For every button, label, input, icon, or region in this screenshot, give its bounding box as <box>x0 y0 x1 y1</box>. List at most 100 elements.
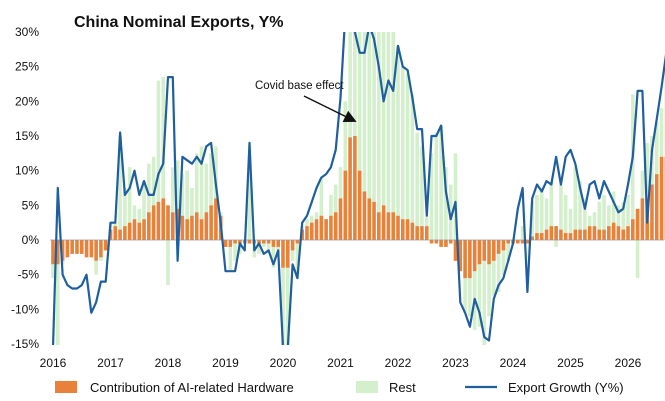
x-axis: 2016 2017 2018 2019 2020 2021 2022 2023 2024 2025… <box>40 356 642 370</box>
ai-hardware-bar <box>118 229 122 240</box>
rest-bar <box>156 80 161 202</box>
ai-hardware-bar <box>492 240 496 261</box>
x-tick-label: 2017 <box>97 356 124 370</box>
ai-hardware-bar <box>305 226 309 240</box>
legend: Contribution of AI-related Hardware Rest… <box>55 380 624 395</box>
rest-bar <box>113 222 118 227</box>
ai-hardware-bar <box>84 240 89 258</box>
ai-hardware-bar <box>515 240 520 244</box>
ai-hardware-bar <box>650 184 654 240</box>
rest-bar <box>616 205 621 227</box>
rest-bar <box>170 167 175 213</box>
ai-hardware-bar <box>535 233 539 240</box>
rest-bar <box>391 32 396 213</box>
rest-bar <box>535 194 539 234</box>
ai-hardware-bar <box>578 229 582 240</box>
ai-hardware-bar <box>60 240 65 261</box>
ai-hardware-bar <box>290 240 295 251</box>
ai-hardware-bar <box>194 212 199 240</box>
y-tick-label: 5% <box>22 198 40 212</box>
ai-hardware-bar <box>640 198 645 240</box>
ai-hardware-bar <box>233 240 237 244</box>
ai-hardware-bar <box>607 226 611 240</box>
ai-hardware-bar <box>324 219 328 240</box>
ai-hardware-bar <box>151 205 156 240</box>
ai-hardware-bar <box>333 212 338 240</box>
ai-hardware-bar <box>468 240 472 279</box>
ai-hardware-bar <box>616 226 621 240</box>
y-axis: 30% 25% 20% 15% 10% 5% 0% -5% -10% -15% <box>11 25 39 351</box>
ai-hardware-bar <box>55 240 60 265</box>
rest-bar <box>214 146 218 199</box>
x-tick-label: 2020 <box>270 356 297 370</box>
rest-bar <box>482 260 487 345</box>
rest-bar <box>228 246 233 272</box>
ai-hardware-bar <box>214 198 218 240</box>
rest-bar <box>123 188 127 227</box>
rest-bar <box>611 191 616 223</box>
ai-hardware-bar <box>525 240 530 244</box>
rest-bar <box>147 163 151 213</box>
rest-bar <box>209 153 213 206</box>
x-tick-label: 2019 <box>212 356 239 370</box>
rest-bar <box>659 108 664 157</box>
rest-bar <box>357 32 362 171</box>
ai-hardware-bar <box>357 170 362 240</box>
rest-bar <box>563 194 568 234</box>
rest-bar <box>180 174 185 216</box>
x-tick-label: 2022 <box>385 356 412 370</box>
ai-hardware-bar <box>420 226 424 240</box>
rest-bar <box>626 194 630 227</box>
ai-hardware-bar <box>314 219 319 240</box>
ai-hardware-bar <box>506 240 511 244</box>
rest-bar <box>583 198 587 230</box>
ai-hardware-bar <box>381 205 386 240</box>
legend-label-rest: Rest <box>389 380 416 395</box>
rest-bar <box>468 278 472 317</box>
ai-hardware-bar <box>276 240 281 247</box>
ai-hardware-bar <box>520 240 525 244</box>
ai-hardware-bar <box>329 215 333 240</box>
ai-hardware-bar <box>348 137 352 240</box>
ai-hardware-bar <box>539 233 544 240</box>
rest-bar <box>362 32 367 192</box>
ai-hardware-bar <box>362 191 367 240</box>
ai-hardware-bar <box>367 198 372 240</box>
ai-hardware-bar <box>573 229 578 240</box>
rest-bar <box>424 215 429 227</box>
ai-hardware-bar <box>487 240 491 265</box>
ai-hardware-bar <box>444 240 448 247</box>
ai-hardware-bar <box>602 229 606 240</box>
ai-hardware-bar <box>271 240 276 247</box>
rest-bar <box>439 125 443 247</box>
rest-bar <box>396 45 400 216</box>
rest-bar <box>338 167 343 199</box>
rest-bar <box>353 32 357 136</box>
rest-bar <box>654 122 659 175</box>
ai-hardware-bar <box>587 226 592 240</box>
x-tick-label: 2025 <box>557 356 584 370</box>
ai-hardware-bar <box>132 219 137 240</box>
ai-hardware-bar <box>415 226 419 240</box>
ai-hardware-bar <box>161 198 166 240</box>
y-tick-label: -10% <box>11 302 39 316</box>
ai-hardware-bar <box>482 240 487 261</box>
ai-hardware-bar <box>597 229 602 240</box>
rest-bar <box>645 142 649 199</box>
ai-hardware-bar <box>295 240 300 244</box>
rest-bar <box>381 32 386 206</box>
ai-hardware-bar <box>75 240 79 254</box>
rest-bar <box>477 264 482 327</box>
ai-hardware-bar <box>223 240 228 247</box>
ai-hardware-bar <box>434 240 439 244</box>
ai-hardware-bar <box>257 240 261 244</box>
rest-bar <box>127 167 132 223</box>
rest-bar <box>233 243 237 261</box>
ai-hardware-bar <box>190 215 194 240</box>
rest-bar <box>640 170 645 199</box>
rest-bar <box>573 167 578 230</box>
rest-bar <box>635 208 640 279</box>
ai-hardware-bar <box>238 240 242 244</box>
ai-hardware-bar <box>89 240 94 258</box>
rest-bar <box>607 205 611 227</box>
